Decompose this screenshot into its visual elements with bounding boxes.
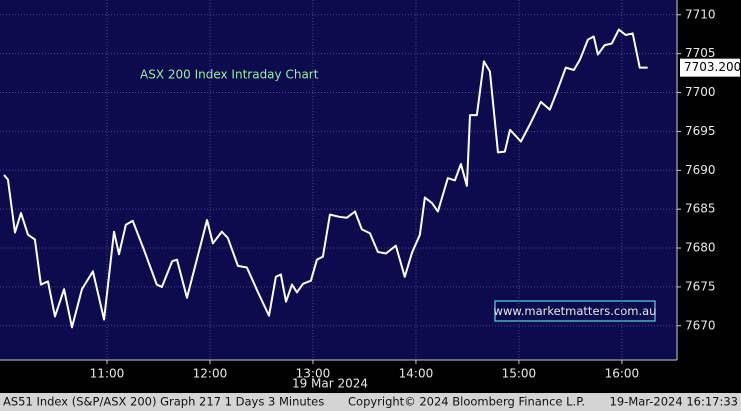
y-tick-label: 7680 xyxy=(685,241,716,255)
y-tick-label: 7690 xyxy=(685,163,716,177)
footer-center: Copyright© 2024 Bloomberg Finance L.P. xyxy=(348,395,585,409)
x-tick-label: 11:00 xyxy=(90,367,125,381)
x-tick-label: 12:00 xyxy=(193,367,228,381)
x-tick-label: 13:00 xyxy=(296,367,331,381)
date-label: 19 Mar 2024 xyxy=(292,377,368,391)
y-tick-label: 7670 xyxy=(685,318,716,332)
chart-title: ASX 200 Index Intraday Chart xyxy=(140,68,319,82)
annotation-box xyxy=(494,300,656,322)
last-value-box xyxy=(680,58,740,77)
plot-area xyxy=(0,0,677,360)
last-value-label: 7703.200 xyxy=(684,60,741,74)
x-tick-label: 14:00 xyxy=(399,367,434,381)
y-tick-label: 7705 xyxy=(685,46,716,60)
y-tick-label: 7700 xyxy=(685,85,716,99)
x-tick-label: 15:00 xyxy=(502,367,537,381)
y-tick-label: 7675 xyxy=(685,279,716,293)
annotation: www.marketmatters.com.au xyxy=(494,304,657,318)
y-tick-label: 7695 xyxy=(685,124,716,138)
footer-band xyxy=(0,393,741,411)
footer-right: 19-Mar-2024 16:17:33 xyxy=(610,395,738,409)
series-line xyxy=(3,28,648,329)
footer-left: AS51 Index (S&P/ASX 200) Graph 217 1 Day… xyxy=(3,395,324,409)
y-tick-label: 7685 xyxy=(685,202,716,216)
x-tick-label: 16:00 xyxy=(605,367,640,381)
y-tick-label: 7710 xyxy=(685,7,716,21)
